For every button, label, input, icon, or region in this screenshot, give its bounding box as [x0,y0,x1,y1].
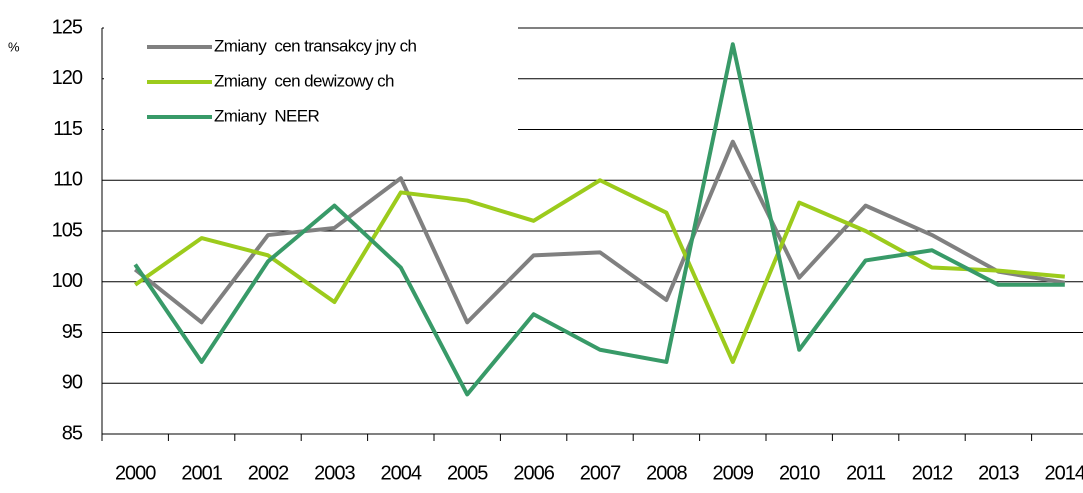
x-tick-label: 2011 [846,462,886,484]
x-tick-label: 2009 [713,462,754,484]
y-tick-label: 90 [62,372,83,394]
x-tick-label: 2006 [513,462,554,484]
x-tick-label: 2010 [779,462,820,484]
series-line [133,139,1066,325]
y-tick-label: 120 [52,67,83,89]
x-tick-label: 2002 [248,462,289,484]
legend-label: Zmiany cen dewizowy ch [214,71,394,90]
series-line [134,178,1065,364]
legend-label: Zmiany cen transakcy jny ch [214,36,417,55]
y-tick-label: 105 [52,219,83,241]
y-tick-label: 85 [62,422,83,444]
x-tick-label: 2005 [447,462,488,484]
y-unit: % [8,39,20,54]
series-line [133,42,1065,397]
x-tick-label: 2007 [580,462,621,484]
x-tick-label: 2003 [314,462,355,484]
y-tick-label: 115 [53,118,83,140]
x-tick-label: 2014 [1045,462,1083,484]
x-tick-label: 2000 [115,462,156,484]
legend-label: Zmiany NEER [214,106,320,125]
y-tick-label: 95 [62,321,83,343]
x-tick-label: 2001 [181,462,222,484]
x-tick-label: 2008 [646,462,687,484]
y-tick-label: 125 [52,16,83,38]
y-tick-label: 110 [53,169,83,191]
y-tick-label: 100 [52,270,83,292]
x-tick-label: 2012 [912,462,953,484]
x-tick-label: 2013 [978,462,1019,484]
x-tick-label: 2004 [381,462,422,484]
